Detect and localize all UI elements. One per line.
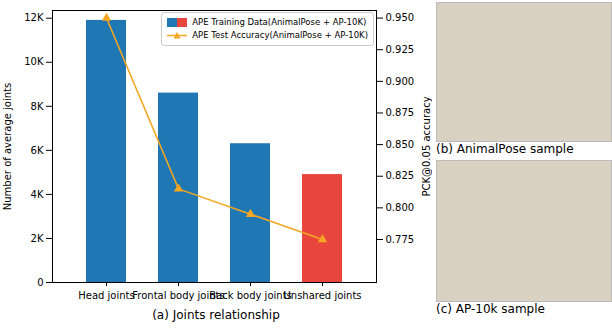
- svg-text:0.875: 0.875: [386, 107, 415, 118]
- svg-text:0.800: 0.800: [386, 202, 415, 213]
- svg-text:4K: 4K: [31, 189, 44, 200]
- html-text:APE Test Accuracy(AnimalPose +: APE Test Accuracy(AnimalPose + AP-10K): [192, 30, 368, 40]
- svg-text:0.775: 0.775: [386, 234, 415, 245]
- svg-text:0.950: 0.950: [386, 12, 415, 23]
- svg-text:0.925: 0.925: [386, 44, 415, 55]
- html-text:(c) AP-10k sample: (c) AP-10k sample: [436, 302, 545, 316]
- svg-text:PCK@0.05 accuracy: PCK@0.05 accuracy: [421, 96, 432, 196]
- svg-text:Back body joints: Back body joints: [209, 290, 292, 301]
- html-text:(a) Joints relationship: (a) Joints relationship: [152, 308, 280, 322]
- html-text:(b) AnimalPose sample: (b) AnimalPose sample: [436, 142, 574, 156]
- svg-text:Unshared joints: Unshared joints: [283, 290, 361, 301]
- svg-text:12K: 12K: [24, 12, 44, 23]
- svg-text:0: 0: [37, 277, 43, 288]
- svg-text:10K: 10K: [24, 56, 44, 67]
- svg-text:Head joints: Head joints: [78, 290, 134, 301]
- svg-text:0.900: 0.900: [386, 76, 415, 87]
- svg-text:6K: 6K: [31, 145, 44, 156]
- svg-text:0.825: 0.825: [386, 170, 415, 181]
- svg-text:Frontal body joints: Frontal body joints: [132, 289, 225, 301]
- svg-text:2K: 2K: [31, 233, 44, 244]
- svg-text:0.850: 0.850: [386, 139, 415, 150]
- svg-text:8K: 8K: [31, 101, 44, 112]
- html-text:APE Training Data(AnimalPose +: APE Training Data(AnimalPose + AP-10K): [192, 17, 367, 27]
- svg-text:Number of average joints: Number of average joints: [2, 83, 13, 210]
